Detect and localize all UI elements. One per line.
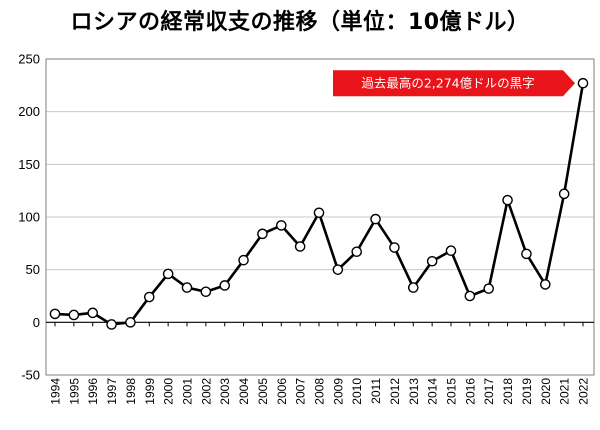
callout-text: 過去最高の2,274億ドルの黒字 xyxy=(361,76,534,91)
y-tick-label: 200 xyxy=(18,104,40,119)
x-tick-label: 2008 xyxy=(313,378,327,405)
data-point xyxy=(502,194,513,206)
x-tick-label: 2017 xyxy=(482,378,496,405)
x-tick-label: 2004 xyxy=(237,378,251,405)
series xyxy=(49,77,589,330)
data-point xyxy=(521,248,532,260)
x-tick-label: 2006 xyxy=(275,378,289,405)
x-tick-label: 2016 xyxy=(463,378,477,405)
x-tick-label: 2012 xyxy=(388,378,402,405)
x-tick-label: 1996 xyxy=(86,378,100,405)
data-point xyxy=(313,207,325,219)
data-point xyxy=(257,228,268,240)
data-point xyxy=(106,319,117,330)
y-tick-label: 250 xyxy=(18,52,40,67)
record-callout: 過去最高の2,274億ドルの黒字 xyxy=(333,70,575,97)
x-tick-label: 2022 xyxy=(577,378,591,405)
x-tick-label: 2003 xyxy=(218,378,232,405)
x-tick-label: 2000 xyxy=(162,378,176,405)
data-point xyxy=(370,213,381,225)
x-tick-label: 2019 xyxy=(520,378,534,405)
x-tick-label: 1999 xyxy=(143,378,157,405)
x-tick-label: 2010 xyxy=(350,378,364,405)
axes xyxy=(45,58,595,376)
data-point xyxy=(125,317,136,328)
data-point xyxy=(483,283,495,294)
data-point xyxy=(200,286,212,298)
x-tick-label: 2007 xyxy=(294,378,308,405)
data-point xyxy=(238,254,249,266)
x-tick-label: 2014 xyxy=(426,378,440,405)
y-tick-label: 150 xyxy=(18,157,40,172)
data-point xyxy=(577,77,589,89)
x-tick-label: 2015 xyxy=(445,378,459,405)
x-tick-label: 1998 xyxy=(124,378,138,405)
y-tick-label: 50 xyxy=(26,262,40,277)
x-tick-label: 1994 xyxy=(49,378,63,405)
x-tick-label: 2021 xyxy=(558,378,572,405)
y-tick-label: -50 xyxy=(21,368,40,383)
data-point xyxy=(332,264,344,275)
callout-arrow-shape xyxy=(333,70,575,97)
data-point xyxy=(558,188,570,200)
data-point xyxy=(407,282,419,293)
plot-area-border xyxy=(45,58,595,376)
x-tick-label: 2005 xyxy=(256,378,270,405)
data-point xyxy=(445,245,457,257)
data-point xyxy=(351,246,363,258)
data-point xyxy=(294,241,306,252)
data-point xyxy=(162,268,174,280)
y-axis-ticks: -50 0 50 100 150 200 250 xyxy=(18,52,40,383)
data-point xyxy=(68,309,80,321)
x-tick-label: 2011 xyxy=(369,378,383,404)
chart-title: ロシアの経常収支の推移（単位：10億ドル） xyxy=(70,10,530,35)
data-point xyxy=(219,280,231,291)
x-axis-ticks: 1994 1995 1996 1997 1998 1999 2000 2001 2002 2003… xyxy=(49,322,591,405)
data-point xyxy=(143,291,155,303)
data-point xyxy=(49,308,61,320)
data-point xyxy=(426,255,438,267)
y-tick-label: 0 xyxy=(33,315,40,330)
data-point xyxy=(181,282,193,293)
data-point xyxy=(389,242,400,253)
x-tick-label: 2009 xyxy=(331,378,345,405)
y-tick-label: 100 xyxy=(18,210,40,225)
x-tick-label: 1997 xyxy=(105,378,119,405)
data-point xyxy=(464,290,476,302)
data-point xyxy=(539,279,551,290)
data-point xyxy=(275,220,287,231)
x-tick-label: 2020 xyxy=(539,378,553,405)
x-tick-label: 2018 xyxy=(501,378,515,405)
x-tick-label: 2013 xyxy=(407,378,421,405)
x-tick-label: 1995 xyxy=(67,378,81,405)
data-point xyxy=(87,307,99,319)
x-tick-label: 2001 xyxy=(181,378,195,405)
x-tick-label: 2002 xyxy=(199,378,213,405)
